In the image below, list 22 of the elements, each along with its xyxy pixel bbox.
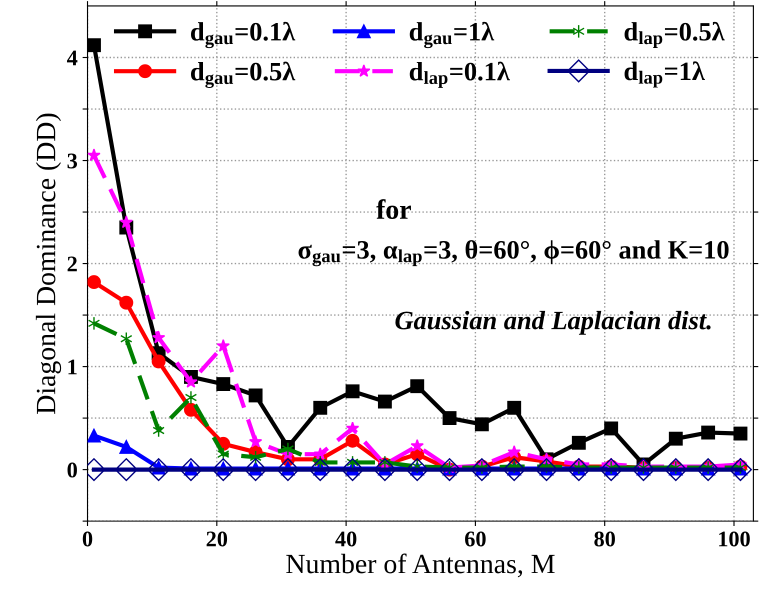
legend-label: d$_{gau}$=1λ — [410, 22, 494, 48]
x-tick-label: 40 — [335, 531, 356, 546]
y-tick-label: 3 — [68, 154, 78, 168]
legend-label: d$_{lap}$=0.5λ — [624, 22, 725, 48]
x-tick-label: 0 — [82, 531, 92, 546]
legend-label: d$_{lap}$=1λ — [624, 61, 705, 88]
y-tick-label: 2 — [68, 256, 77, 272]
y-tick-label: 0 — [68, 462, 77, 478]
x-tick-label: 80 — [594, 531, 615, 546]
legend-label: d$_{gau}$=0.1λ — [191, 22, 296, 48]
legend-label: d$_{gau}$=0.5λ — [191, 62, 296, 88]
legend-label: d$_{lap}$=0.1λ — [410, 62, 510, 88]
y-tick-label: 1 — [68, 360, 77, 374]
x-tick-label: 20 — [206, 531, 228, 546]
annotation: σ$_{gau}$=3, α$_{lap}$=3, θ=60°, ϕ=60° and K=10 — [298, 240, 729, 266]
x-tick-label: 100 — [719, 531, 750, 546]
x-tick-label: 60 — [465, 531, 486, 546]
y-axis-title: Diagonal Dominance (DD) — [36, 114, 62, 414]
annotation: Gaussian and Laplacian dist. — [395, 310, 711, 335]
y-tick-label: 4 — [66, 50, 78, 66]
annotation: for — [376, 199, 411, 219]
x-axis-title: Number of Antennas, M — [286, 554, 555, 578]
